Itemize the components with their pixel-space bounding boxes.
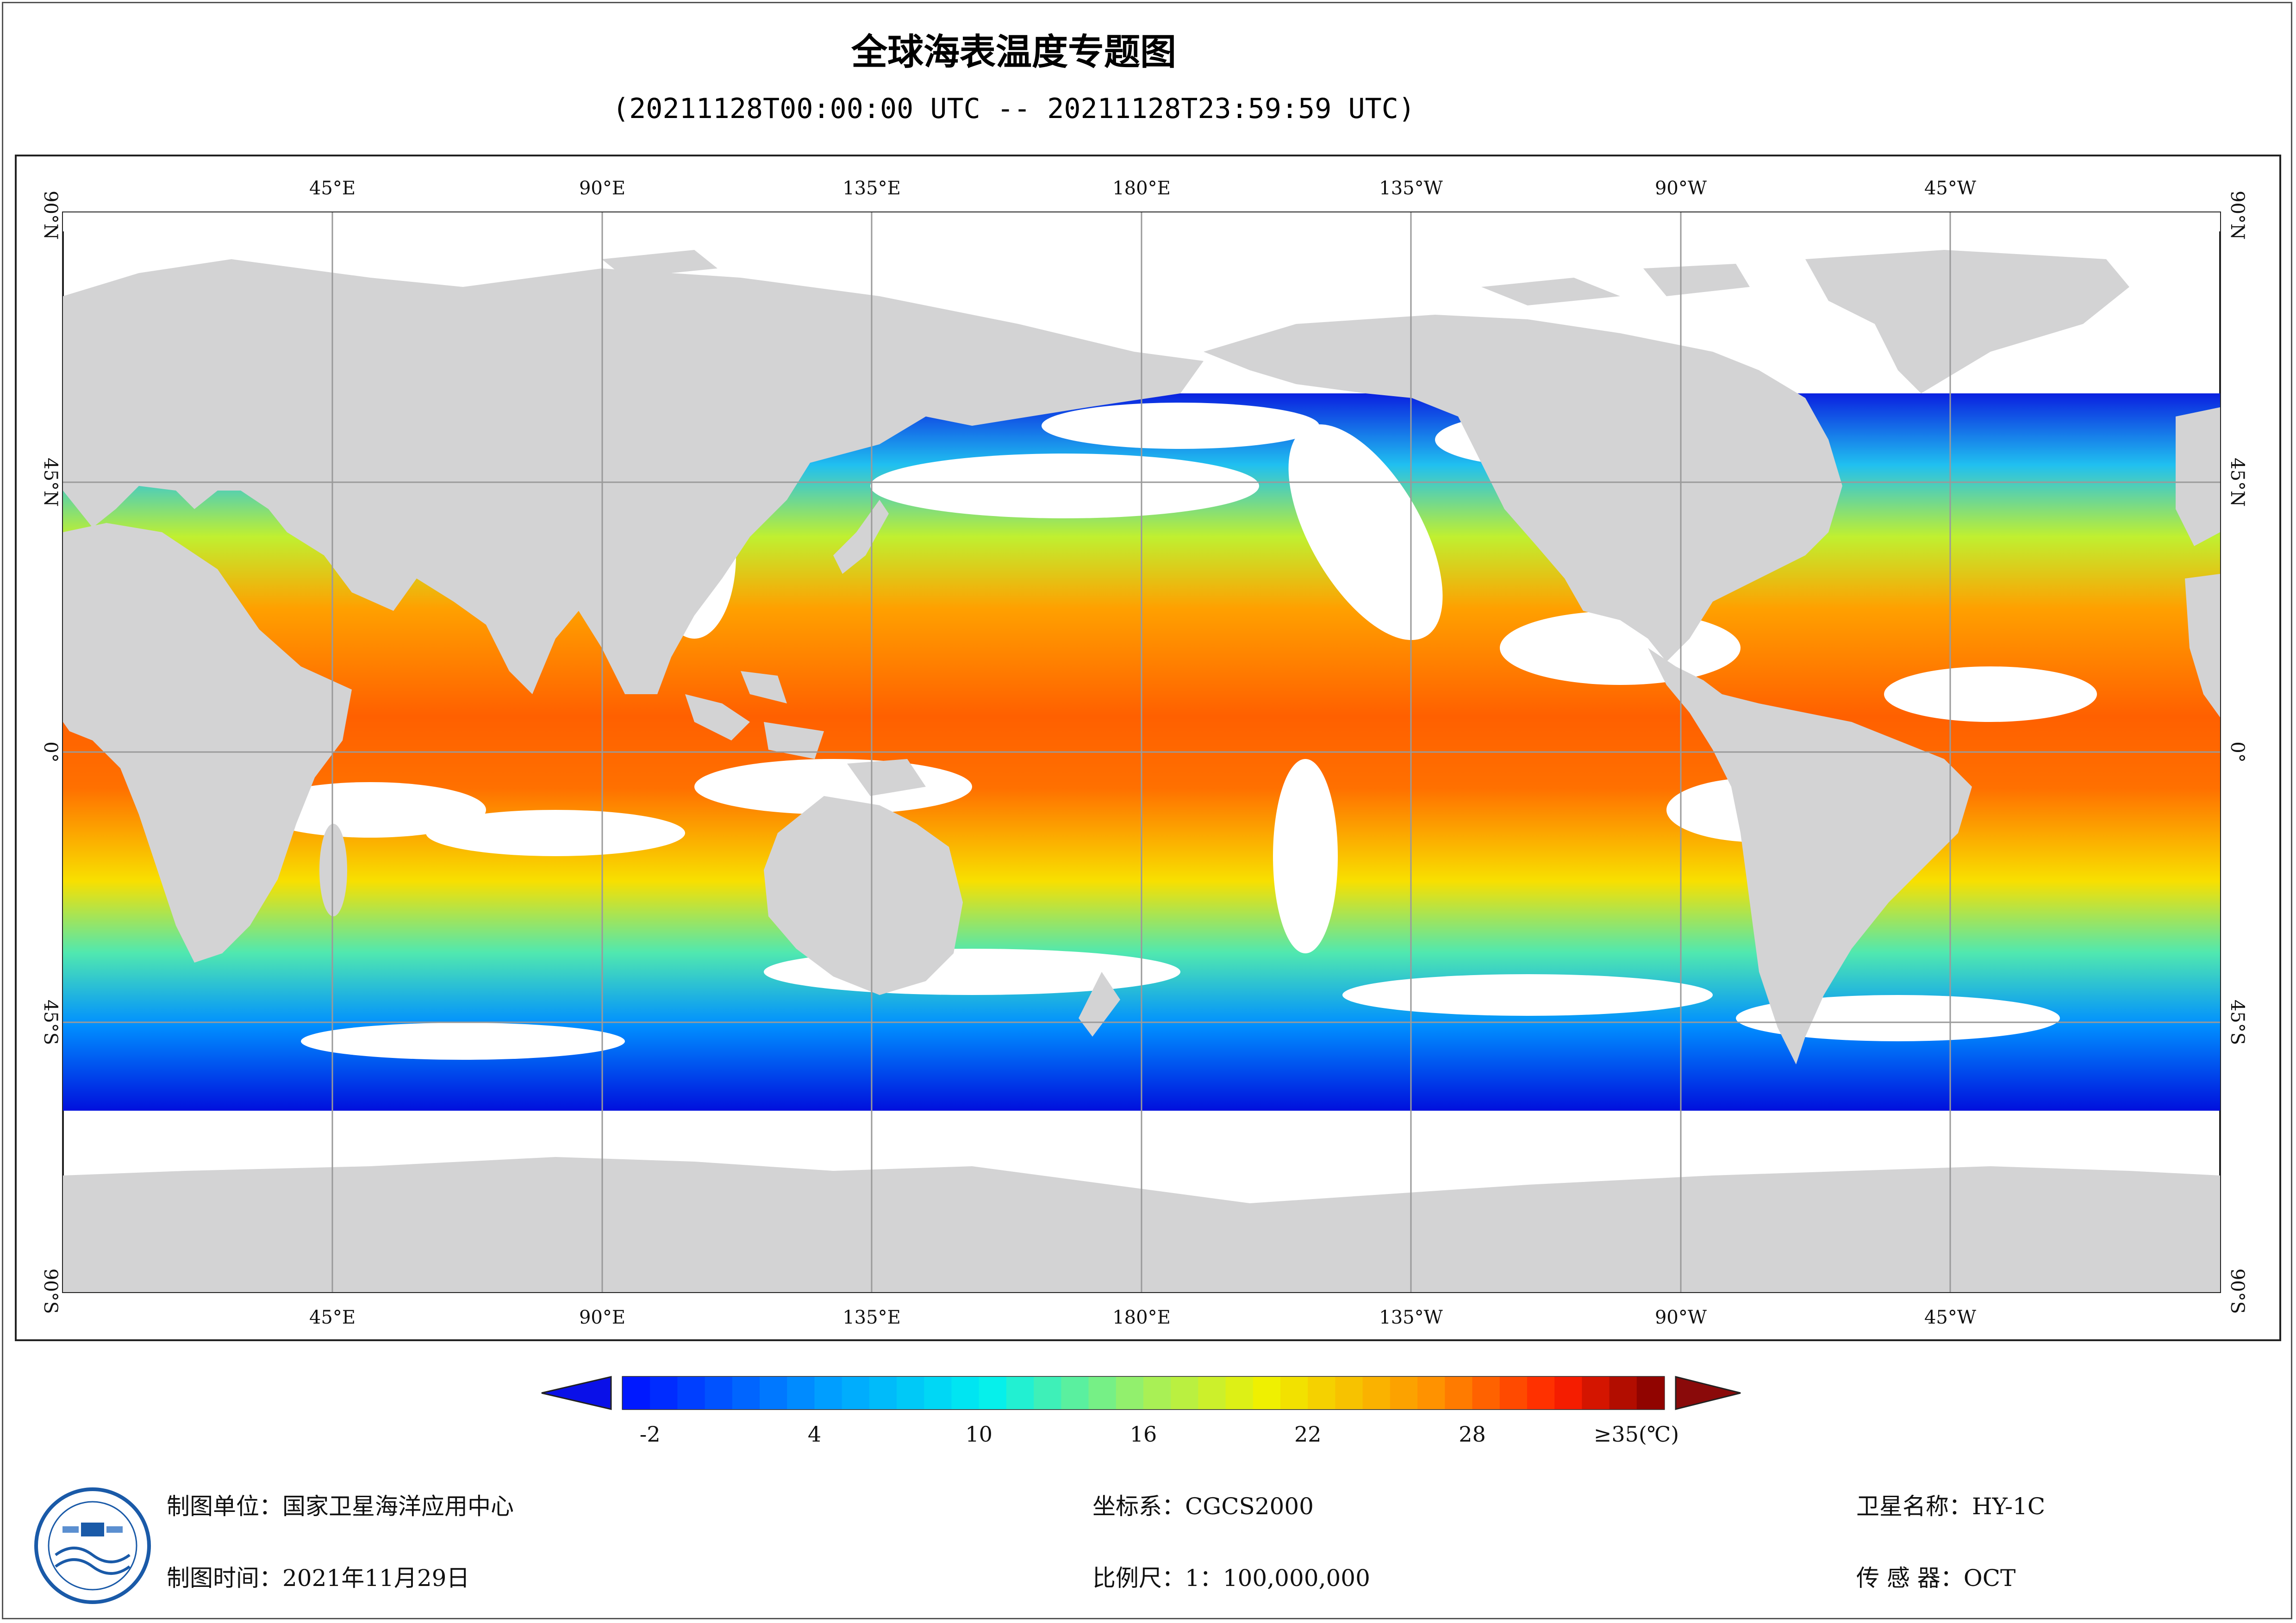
bottom-lon-label: 90°E bbox=[579, 1307, 625, 1328]
left-lat-label: 45°N bbox=[40, 458, 61, 507]
map-frame bbox=[15, 155, 2281, 1341]
satellite-label: 卫星名称：HY-1C bbox=[1856, 1493, 2046, 1520]
sensor-label: 传 感 器：OCT bbox=[1856, 1565, 2016, 1592]
top-lon-label: 90°W bbox=[1655, 178, 1707, 199]
left-lat-label: 45°S bbox=[40, 1000, 61, 1045]
top-lon-label: 90°E bbox=[579, 178, 625, 199]
land-new-zealand bbox=[1079, 972, 1120, 1037]
left-lat-label: 0° bbox=[40, 741, 61, 762]
top-lon-label: 45°W bbox=[1924, 178, 1976, 199]
land-madagascar bbox=[319, 824, 347, 916]
left-lat-label: 90°S bbox=[40, 1269, 61, 1314]
top-lon-label: 135°E bbox=[842, 178, 901, 199]
right-lat-labels: 90°N 45°N 0° 45°S 90°S bbox=[2227, 191, 2248, 1314]
time-range: (20211128T00:00:00 UTC -- 20211128T23:59… bbox=[612, 93, 1415, 125]
land-eurasia bbox=[63, 259, 1204, 694]
land-australia bbox=[764, 796, 963, 995]
map-title: 全球海表温度专题图 bbox=[851, 31, 1176, 73]
map-date-label: 制图时间：2021年11月29日 bbox=[167, 1565, 470, 1592]
top-lon-label: 45°E bbox=[309, 178, 356, 199]
right-lat-label: 90°N bbox=[2227, 191, 2248, 240]
left-lat-label: 90°N bbox=[40, 191, 61, 240]
crs-label: 坐标系：CGCS2000 bbox=[1092, 1493, 1314, 1520]
nsoas-logo-icon bbox=[34, 1487, 151, 1604]
land-africa-west-edge bbox=[2185, 574, 2220, 717]
bottom-lon-label: 45°E bbox=[309, 1307, 356, 1328]
land-greenland bbox=[1805, 250, 2129, 393]
scale-label: 比例尺：1：100,000,000 bbox=[1092, 1565, 1370, 1592]
bottom-lon-label: 135°E bbox=[842, 1307, 901, 1328]
land-europe-east-edge bbox=[2176, 407, 2220, 546]
graticule bbox=[63, 212, 2220, 1292]
land-north-america bbox=[1204, 315, 1842, 662]
land-africa bbox=[63, 523, 352, 963]
bottom-lon-label: 90°W bbox=[1655, 1307, 1707, 1328]
top-lon-label: 180°E bbox=[1112, 178, 1171, 199]
right-lat-label: 0° bbox=[2227, 741, 2248, 762]
right-lat-label: 45°S bbox=[2227, 1000, 2248, 1045]
right-lat-label: 90°S bbox=[2227, 1269, 2248, 1314]
top-lon-label: 135°W bbox=[1379, 178, 1442, 199]
bottom-lon-label: 45°W bbox=[1924, 1307, 1976, 1328]
right-lat-label: 45°N bbox=[2227, 458, 2248, 507]
bottom-lon-label: 180°E bbox=[1112, 1307, 1171, 1328]
bottom-lon-label: 135°W bbox=[1379, 1307, 1442, 1328]
land-indonesia bbox=[685, 671, 926, 796]
land-japan bbox=[833, 500, 889, 574]
left-lat-labels: 90°N 45°N 0° 45°S 90°S bbox=[40, 191, 61, 1314]
sst-map[interactable]: 45°E 90°E 135°E 180°E 135°W 90°W 45°W 45… bbox=[0, 0, 2296, 1342]
top-lon-labels: 45°E 90°E 135°E 180°E 135°W 90°W 45°W bbox=[309, 178, 1976, 199]
producer-label: 制图单位：国家卫星海洋应用中心 bbox=[167, 1493, 514, 1520]
bottom-lon-labels: 45°E 90°E 135°E 180°E 135°W 90°W 45°W bbox=[309, 1307, 1976, 1328]
